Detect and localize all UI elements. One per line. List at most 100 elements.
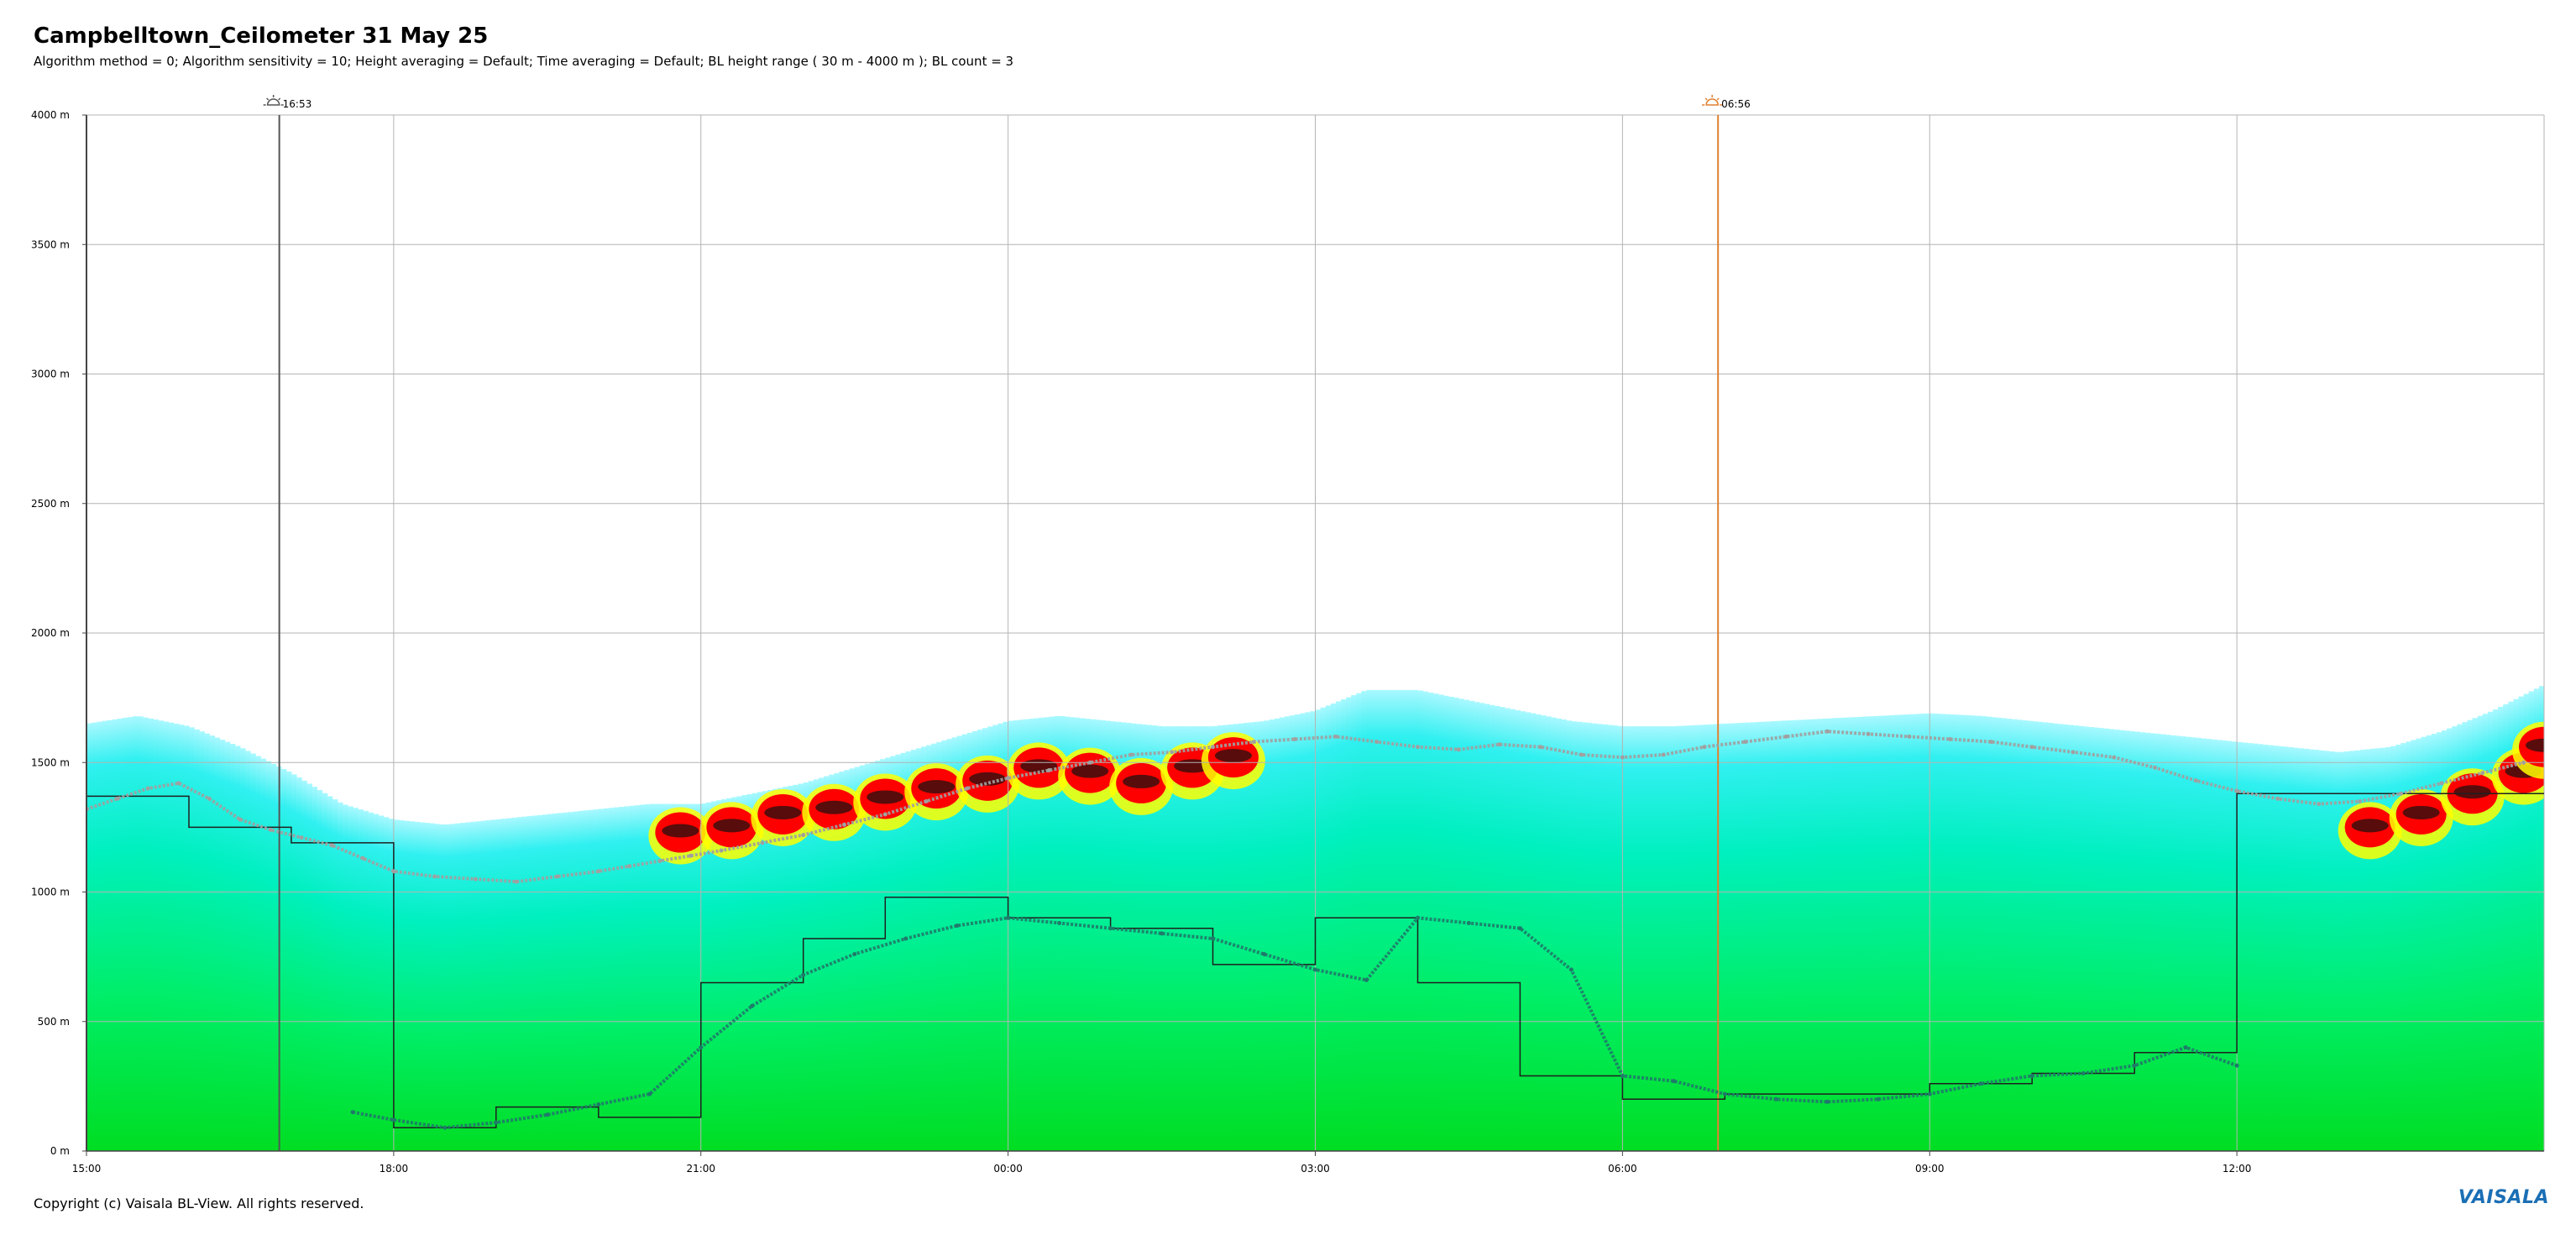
x-tick-label: 06:00 xyxy=(1608,1163,1637,1175)
aerosol-column xyxy=(2277,746,2284,1151)
aerosol-column xyxy=(245,751,251,1151)
aerosol-column xyxy=(86,723,92,1151)
aerosol-column xyxy=(1725,723,1730,1151)
aerosol-column xyxy=(690,803,697,1151)
aerosol-column xyxy=(1540,715,1547,1151)
cloud-base-hit xyxy=(2402,805,2440,819)
aerosol-column xyxy=(250,753,256,1151)
aerosol-column xyxy=(2513,698,2520,1151)
aerosol-column xyxy=(1469,700,1475,1151)
aerosol-column xyxy=(1873,715,1879,1151)
aerosol-column xyxy=(2057,724,2064,1151)
aerosol-column xyxy=(1827,718,1833,1151)
aerosol-column xyxy=(1085,719,1091,1151)
bl-point xyxy=(514,879,519,884)
bl-point xyxy=(2029,745,2034,750)
bl-point xyxy=(689,853,694,858)
aerosol-column xyxy=(1535,714,1542,1151)
aerosol-column xyxy=(609,808,615,1151)
sun-events: 16:53 06:56 xyxy=(263,95,1751,1151)
aerosol-column xyxy=(1474,702,1480,1151)
aerosol-column xyxy=(558,813,563,1151)
aerosol-column xyxy=(1857,716,1864,1151)
bl-point xyxy=(391,869,396,874)
aerosol-column xyxy=(751,793,758,1151)
bl-point xyxy=(2071,750,2076,755)
aerosol-column xyxy=(2016,719,2023,1151)
aerosol-column xyxy=(2206,739,2212,1151)
aerosol-column xyxy=(1217,725,1224,1151)
bl-point xyxy=(176,781,181,786)
aerosol-column xyxy=(910,750,917,1151)
bl-point xyxy=(350,1110,355,1115)
aerosol-column xyxy=(312,787,317,1151)
aerosol-column xyxy=(1156,725,1163,1151)
aerosol-column xyxy=(644,803,651,1151)
aerosol-column xyxy=(1940,714,1946,1151)
aerosol-column xyxy=(1852,717,1859,1151)
aerosol-column xyxy=(660,803,666,1151)
bl-point xyxy=(238,817,243,822)
aerosol-column xyxy=(424,823,431,1151)
bl-point xyxy=(2439,781,2444,786)
aerosol-column xyxy=(1837,718,1844,1151)
aerosol-column xyxy=(1730,723,1736,1151)
aerosol-column xyxy=(547,814,553,1151)
aerosol-column xyxy=(772,788,778,1151)
aerosol-column xyxy=(1407,689,1413,1151)
aerosol-column xyxy=(429,823,436,1151)
aerosol-column xyxy=(1376,689,1383,1151)
aerosol-column xyxy=(138,716,144,1151)
aerosol-column xyxy=(2533,688,2540,1151)
aerosol-column xyxy=(2201,738,2207,1151)
aerosol-column xyxy=(1013,720,1019,1151)
aerosol-column xyxy=(1212,725,1219,1151)
aerosol-column xyxy=(1617,725,1623,1151)
aerosol-column xyxy=(327,796,333,1151)
aerosol-column xyxy=(1233,724,1239,1151)
aerosol-column xyxy=(1187,726,1193,1151)
aerosol-column xyxy=(1832,718,1839,1151)
bl-point xyxy=(965,786,970,791)
aerosol-column xyxy=(2508,701,2514,1151)
bl-point xyxy=(852,952,857,956)
aerosol-column xyxy=(2528,691,2535,1151)
aerosol-column xyxy=(342,804,348,1151)
bl-point xyxy=(555,874,560,879)
aerosol-column xyxy=(578,810,584,1151)
aerosol-column xyxy=(1561,719,1567,1151)
sun-ray xyxy=(1716,97,1720,101)
aerosol-column xyxy=(808,781,814,1151)
sun-ray xyxy=(278,97,281,101)
aerosol-column xyxy=(1500,707,1505,1151)
aerosol-column xyxy=(1586,723,1593,1151)
aerosol-column xyxy=(2467,719,2474,1151)
sun-half-icon xyxy=(1705,98,1719,106)
aerosol-column xyxy=(1115,721,1122,1151)
aerosol-column xyxy=(880,759,886,1151)
bl-point xyxy=(596,1102,601,1107)
aerosol-column xyxy=(1766,721,1772,1151)
bl-point xyxy=(1517,926,1522,931)
y-tick-label: 1000 m xyxy=(31,887,70,898)
bl-point xyxy=(1416,745,1420,750)
bl-point xyxy=(1620,1074,1625,1078)
aerosol-column xyxy=(1663,726,1669,1151)
aerosol-column xyxy=(1161,726,1168,1151)
aerosol-column xyxy=(511,818,517,1151)
aerosol-column xyxy=(1054,716,1060,1151)
aerosol-column xyxy=(654,803,661,1151)
bl-point xyxy=(2183,1045,2188,1050)
bl-point xyxy=(2480,771,2485,776)
aerosol-column xyxy=(1908,714,1915,1151)
aerosol-column xyxy=(849,768,856,1151)
aerosol-column xyxy=(1689,725,1695,1151)
x-tick-label: 00:00 xyxy=(993,1163,1023,1175)
aerosol-column xyxy=(767,790,773,1151)
aerosol-column xyxy=(1361,691,1368,1151)
aerosol-column xyxy=(1822,719,1828,1151)
aerosol-column xyxy=(2364,749,2371,1151)
cloud-base-hit xyxy=(1071,764,1109,778)
aerosol-column xyxy=(1668,726,1674,1151)
aerosol-column xyxy=(1945,714,1951,1151)
